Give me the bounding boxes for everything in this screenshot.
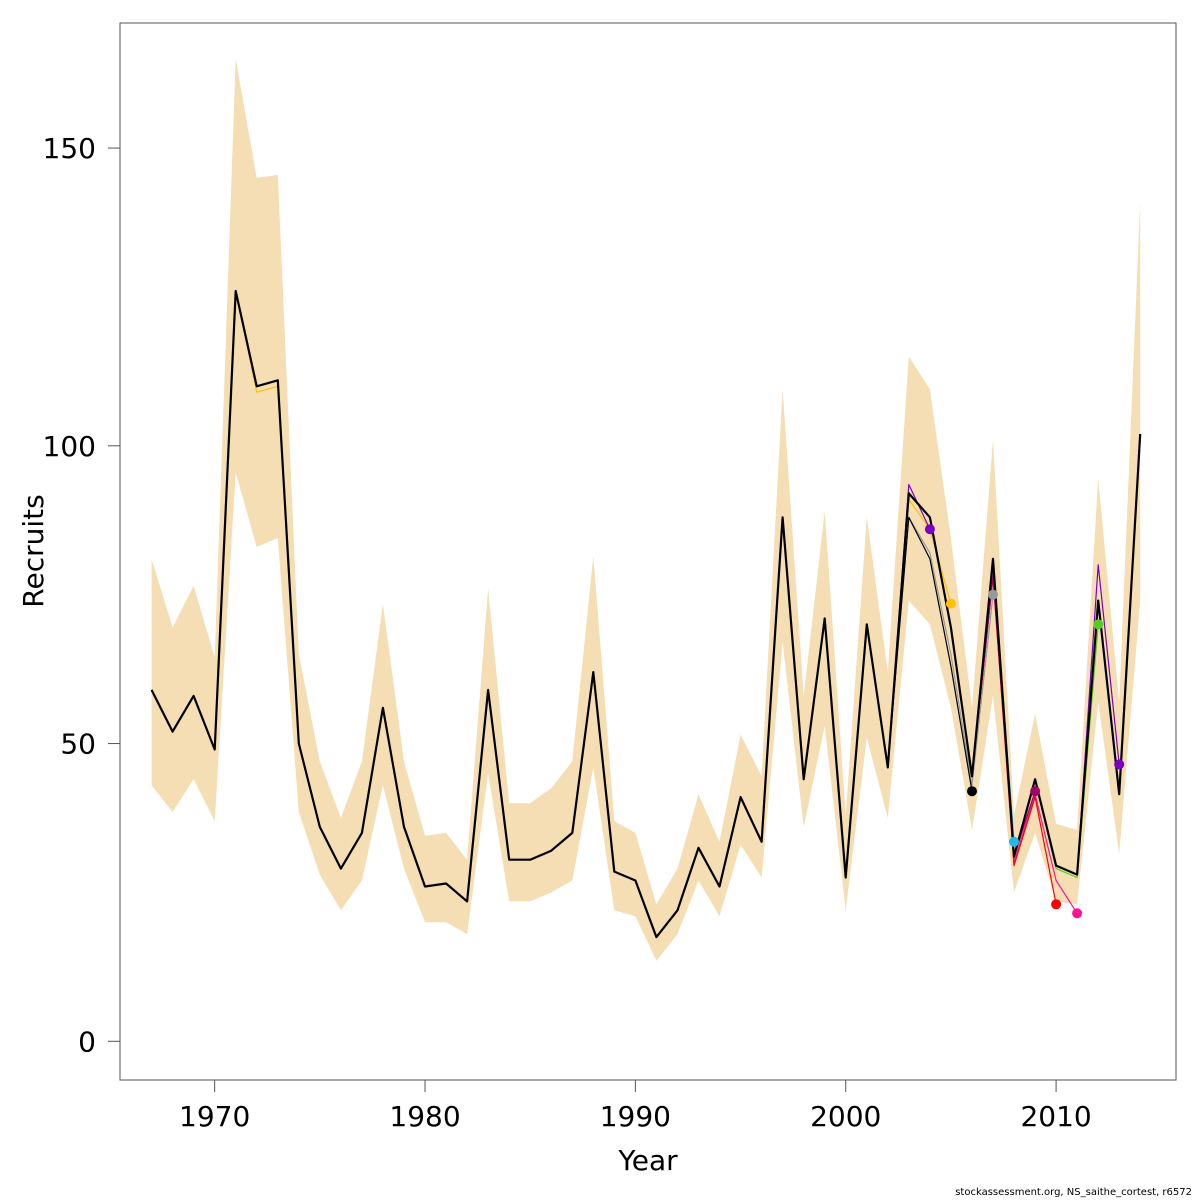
retro-endpoint-2004 <box>924 524 935 535</box>
x-tick-label-1970: 1970 <box>179 1100 250 1133</box>
retro-endpoint-2006 <box>967 786 977 797</box>
retro-endpoint-2010 <box>1051 899 1062 910</box>
x-tick-label-1980: 1980 <box>389 1100 460 1133</box>
retro-endpoint-2011 <box>1072 908 1083 919</box>
confidence-band <box>151 58 1141 961</box>
x-tick-label-1990: 1990 <box>600 1100 671 1133</box>
y-tick-label-100: 100 <box>43 430 96 463</box>
x-axis-title: Year <box>617 1144 678 1177</box>
retro-endpoint-2007 <box>988 589 998 600</box>
retro-endpoint-2008 <box>1009 836 1019 847</box>
x-tick-label-2010: 2010 <box>1020 1100 1091 1133</box>
x-axis: 1970 1980 1990 2000 2010 <box>179 1080 1092 1133</box>
x-tick-label-2000: 2000 <box>810 1100 881 1133</box>
y-tick-label-150: 150 <box>43 132 96 165</box>
retro-endpoint-2009 <box>1030 786 1041 797</box>
retro-endpoint-2012 <box>1093 619 1104 630</box>
peel-endpoints-layer <box>924 524 1125 919</box>
retro-endpoint-2005 <box>945 598 956 609</box>
y-axis: 0 50 100 150 <box>43 132 120 1058</box>
final-run-line <box>150 289 1142 939</box>
confidence-band-layer <box>151 58 1141 961</box>
source-footer: stockassessment.org, NS_saithe_cortest, … <box>955 1187 1192 1198</box>
retro-endpoint-2013 <box>1114 759 1125 770</box>
y-tick-label-0: 0 <box>78 1025 96 1058</box>
final-run-layer <box>150 289 1142 939</box>
plot-frame <box>119 22 1177 1081</box>
y-tick-label-50: 50 <box>60 728 96 761</box>
y-axis-title: Recruits <box>17 494 50 607</box>
